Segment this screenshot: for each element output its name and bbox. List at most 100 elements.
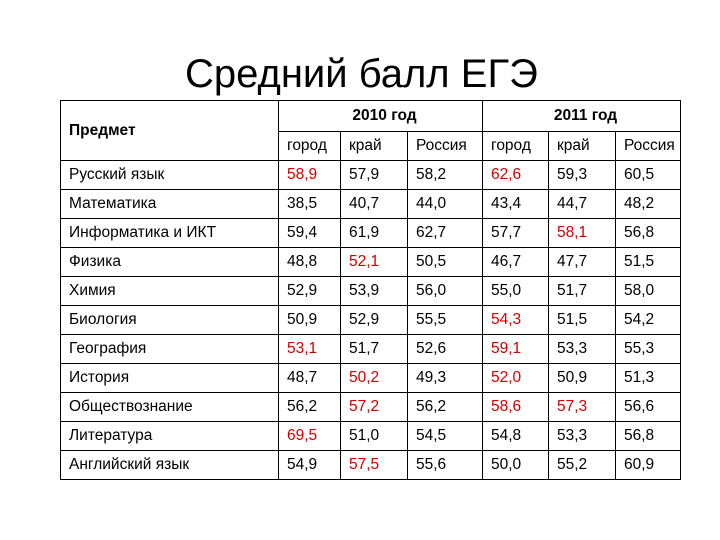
score-cell: 53,3	[548, 421, 616, 451]
header-col-city-2011: город	[482, 131, 549, 161]
score-cell: 57,3	[548, 392, 616, 422]
score-cell: 54,8	[482, 421, 549, 451]
score-cell: 51,7	[548, 276, 616, 306]
score-cell: 52,0	[482, 363, 549, 393]
score-cell: 48,2	[615, 189, 681, 219]
header-year-2010: 2010 год	[278, 100, 483, 132]
score-cell: 55,6	[407, 450, 483, 480]
table-row: Физика 48,8 52,1 50,5 46,7 47,7 51,5	[60, 247, 681, 277]
score-cell: 59,3	[548, 160, 616, 190]
subject-cell: Математика	[60, 189, 279, 219]
subject-cell: Физика	[60, 247, 279, 277]
header-col-city-2010: город	[278, 131, 341, 161]
header-col-region-2010: край	[340, 131, 408, 161]
score-cell: 49,3	[407, 363, 483, 393]
score-cell: 51,5	[615, 247, 681, 277]
score-cell: 56,8	[615, 421, 681, 451]
score-cell: 44,0	[407, 189, 483, 219]
score-cell: 52,1	[340, 247, 408, 277]
table-row: Биология 50,9 52,9 55,5 54,3 51,5 54,2	[60, 305, 681, 335]
header-subject: Предмет	[60, 100, 279, 161]
score-cell: 57,5	[340, 450, 408, 480]
score-cell: 51,3	[615, 363, 681, 393]
subject-cell: Информатика и ИКТ	[60, 218, 279, 248]
score-cell: 58,0	[615, 276, 681, 306]
score-cell: 53,3	[548, 334, 616, 364]
score-cell: 61,9	[340, 218, 408, 248]
page-title: Средний балл ЕГЭ	[185, 52, 538, 96]
score-cell: 52,9	[278, 276, 341, 306]
score-cell: 48,7	[278, 363, 341, 393]
header-row-cols: город край Россия город край Россия	[61, 131, 681, 161]
table-row: География 53,1 51,7 52,6 59,1 53,3 55,3	[60, 334, 681, 364]
score-cell: 53,1	[278, 334, 341, 364]
table-row: Литература 69,5 51,0 54,5 54,8 53,3 56,8	[60, 421, 681, 451]
score-cell: 62,7	[407, 218, 483, 248]
score-cell: 50,9	[278, 305, 341, 335]
table-row: Обществознание 56,2 57,2 56,2 58,6 57,3 56,6	[60, 392, 681, 422]
score-cell: 58,1	[548, 218, 616, 248]
score-cell: 55,5	[407, 305, 483, 335]
subject-cell: Английский язык	[60, 450, 279, 480]
score-cell: 50,2	[340, 363, 408, 393]
score-cell: 57,2	[340, 392, 408, 422]
score-cell: 52,9	[340, 305, 408, 335]
score-cell: 58,6	[482, 392, 549, 422]
header-col-region-2011: край	[548, 131, 616, 161]
score-cell: 48,8	[278, 247, 341, 277]
score-cell: 47,7	[548, 247, 616, 277]
score-cell: 51,0	[340, 421, 408, 451]
header-col-russia-2010: Россия	[407, 131, 483, 161]
subject-cell: Обществознание	[60, 392, 279, 422]
score-cell: 58,9	[278, 160, 341, 190]
score-cell: 55,0	[482, 276, 549, 306]
score-cell: 40,7	[340, 189, 408, 219]
score-cell: 54,2	[615, 305, 681, 335]
score-cell: 44,7	[548, 189, 616, 219]
subject-cell: История	[60, 363, 279, 393]
score-cell: 54,3	[482, 305, 549, 335]
score-cell: 50,9	[548, 363, 616, 393]
score-cell: 50,0	[482, 450, 549, 480]
score-cell: 51,7	[340, 334, 408, 364]
score-cell: 50,5	[407, 247, 483, 277]
score-cell: 56,6	[615, 392, 681, 422]
score-cell: 57,9	[340, 160, 408, 190]
score-cell: 60,5	[615, 160, 681, 190]
table-row: Математика 38,5 40,7 44,0 43,4 44,7 48,2	[60, 189, 681, 219]
score-cell: 43,4	[482, 189, 549, 219]
score-cell: 62,6	[482, 160, 549, 190]
score-cell: 54,5	[407, 421, 483, 451]
subject-cell: Биология	[60, 305, 279, 335]
header-row-years: Предмет 2010 год 2011 год	[60, 100, 681, 161]
score-cell: 52,6	[407, 334, 483, 364]
score-cell: 57,7	[482, 218, 549, 248]
table-row: Химия 52,9 53,9 56,0 55,0 51,7 58,0	[60, 276, 681, 306]
table-row: Английский язык 54,9 57,5 55,6 50,0 55,2 60,9	[60, 450, 681, 480]
score-cell: 54,9	[278, 450, 341, 480]
score-cell: 53,9	[340, 276, 408, 306]
header-year-2011: 2011 год	[482, 100, 681, 132]
score-cell: 46,7	[482, 247, 549, 277]
score-cell: 56,8	[615, 218, 681, 248]
table-row: Русский язык 58,9 57,9 58,2 62,6 59,3 60,5	[60, 160, 681, 190]
subject-cell: География	[60, 334, 279, 364]
score-cell: 55,2	[548, 450, 616, 480]
header-col-russia-2011: Россия	[615, 131, 681, 161]
score-cell: 56,2	[407, 392, 483, 422]
score-cell: 51,5	[548, 305, 616, 335]
subject-cell: Химия	[60, 276, 279, 306]
scores-table: Предмет 2010 год 2011 год город край Рос…	[60, 100, 681, 480]
score-cell: 58,2	[407, 160, 483, 190]
score-cell: 55,3	[615, 334, 681, 364]
score-cell: 60,9	[615, 450, 681, 480]
subject-cell: Литература	[60, 421, 279, 451]
subject-cell: Русский язык	[60, 160, 279, 190]
score-cell: 38,5	[278, 189, 341, 219]
table-row: Информатика и ИКТ 59,4 61,9 62,7 57,7 58,1 56,…	[60, 218, 681, 248]
table-row: История 48,7 50,2 49,3 52,0 50,9 51,3	[60, 363, 681, 393]
score-cell: 59,4	[278, 218, 341, 248]
score-cell: 59,1	[482, 334, 549, 364]
score-cell: 69,5	[278, 421, 341, 451]
score-cell: 56,2	[278, 392, 341, 422]
